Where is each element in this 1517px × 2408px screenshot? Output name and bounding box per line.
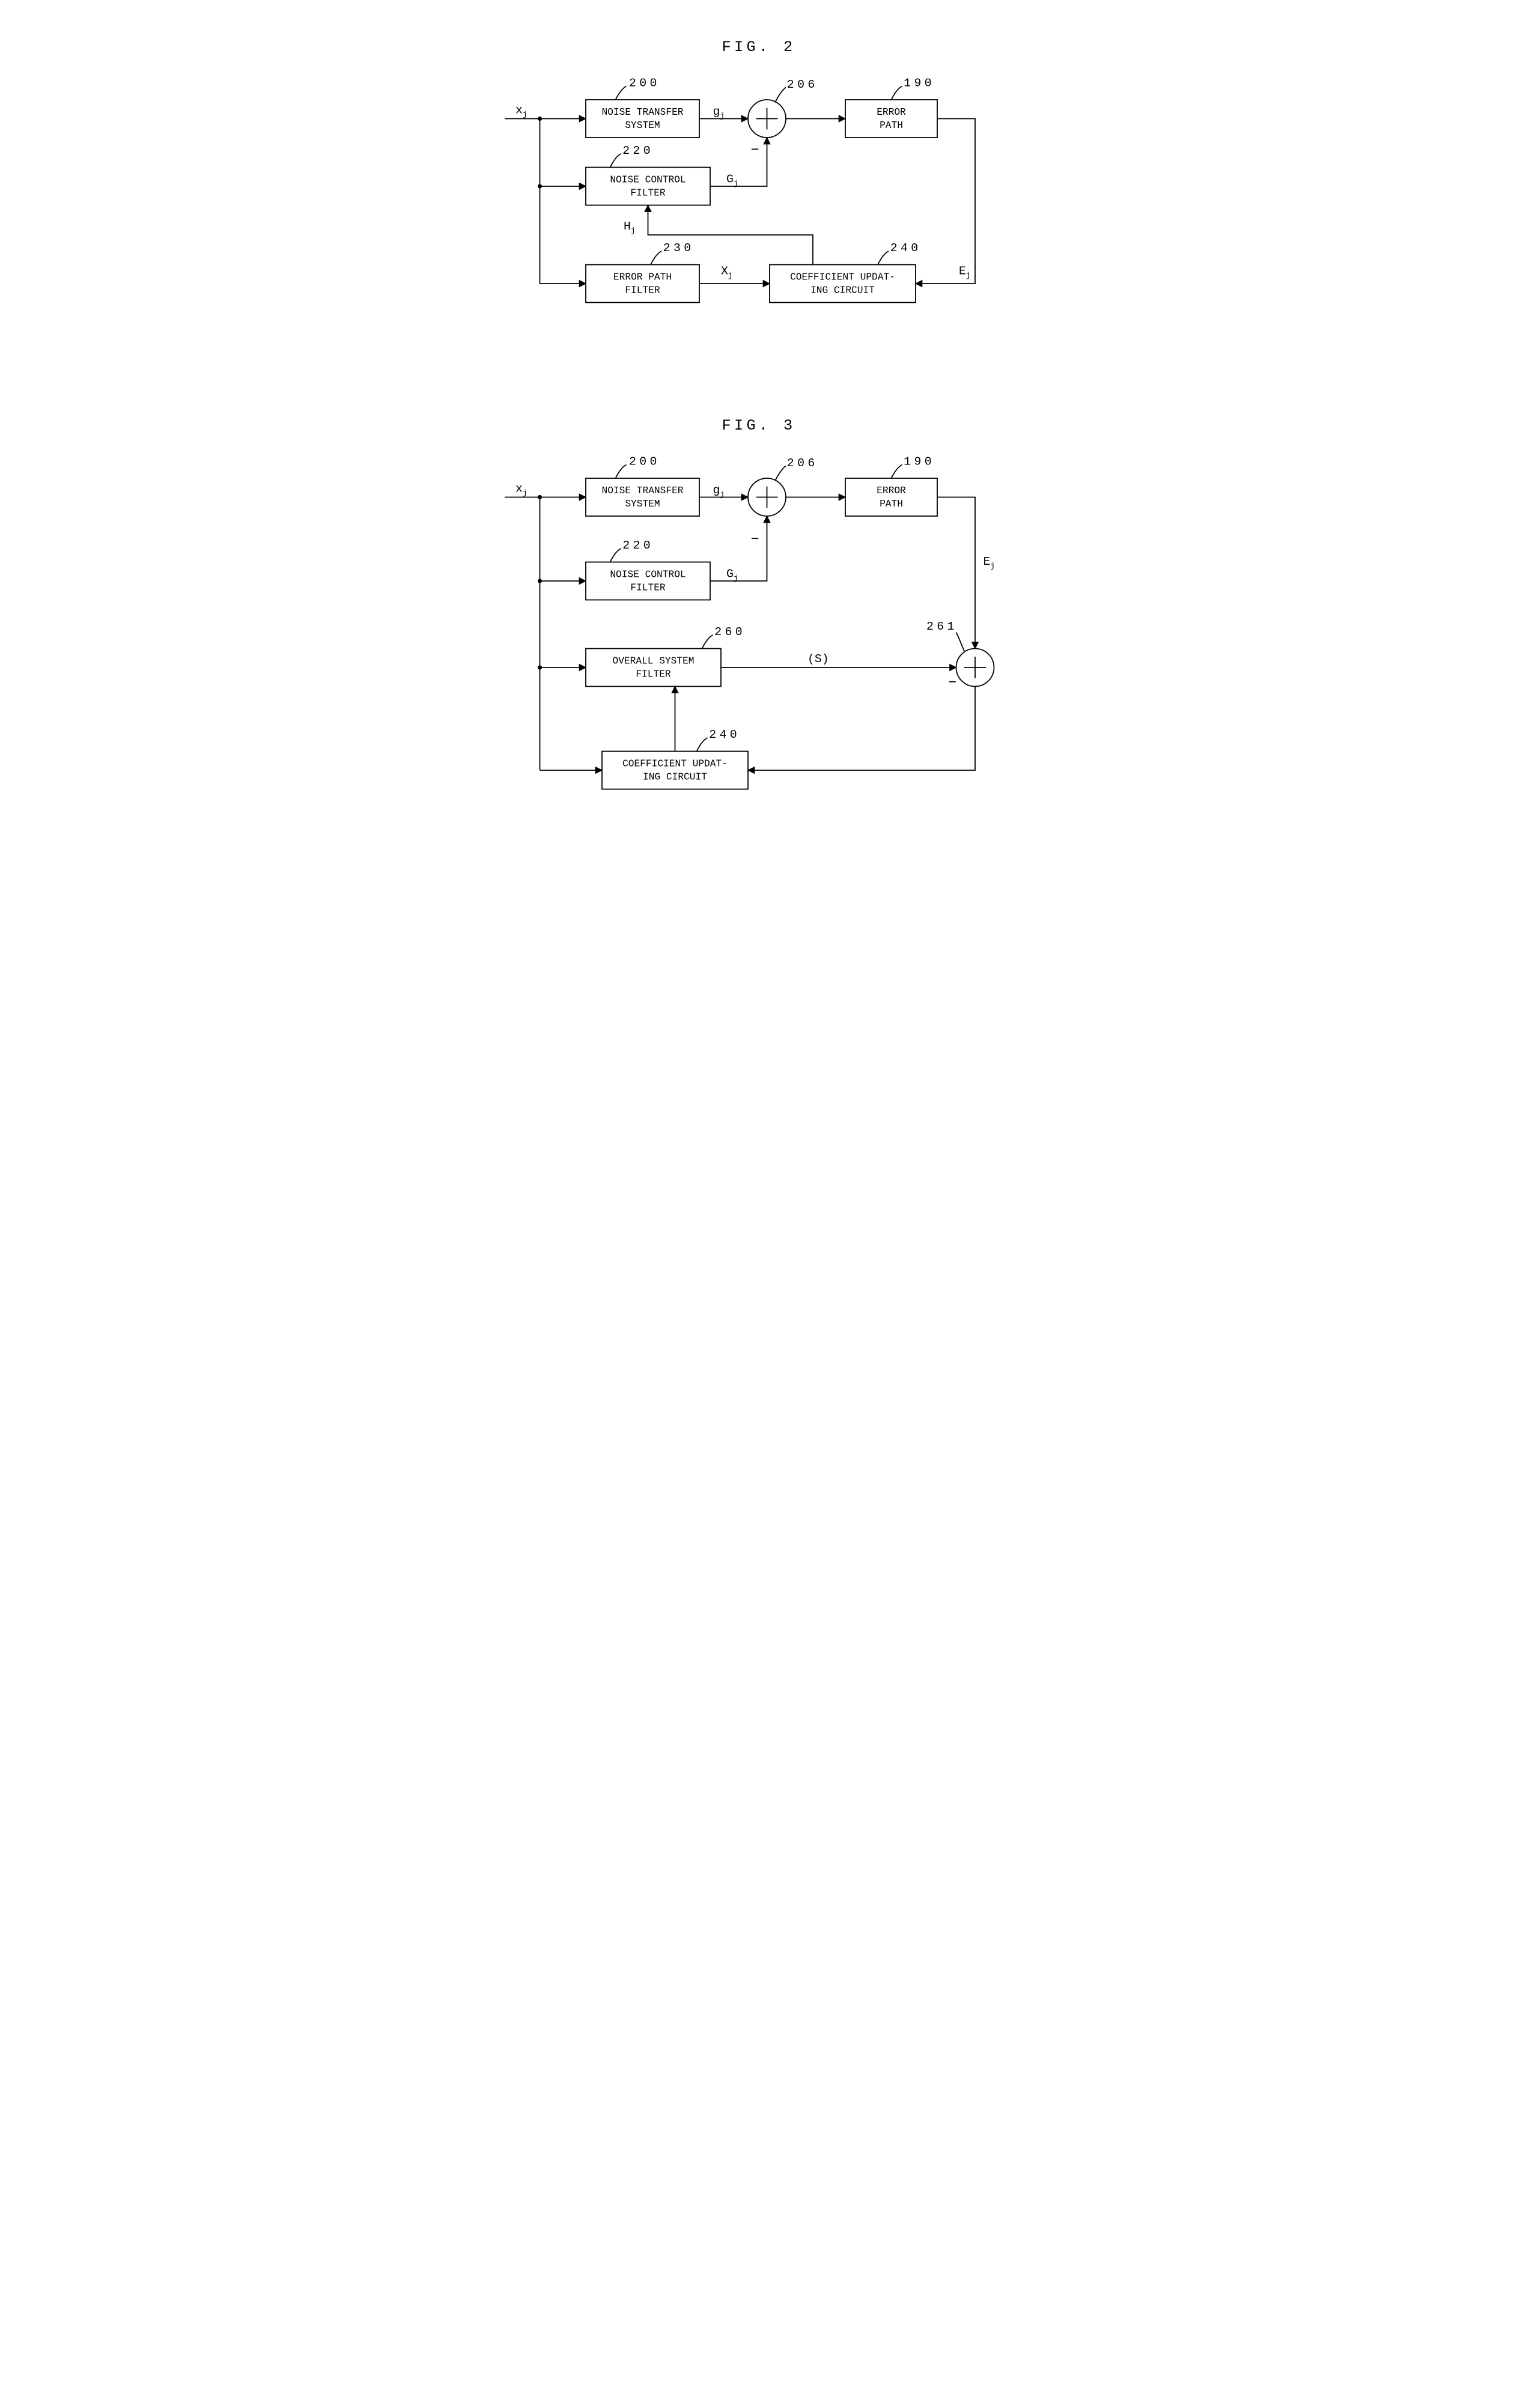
svg-text:206: 206: [786, 78, 818, 91]
svg-text:ERROR PATH: ERROR PATH: [613, 272, 671, 283]
fig2-ref-leader-200: [615, 87, 626, 100]
svg-text:NOISE CONTROL: NOISE CONTROL: [610, 570, 686, 580]
svg-text:ERROR: ERROR: [877, 485, 906, 496]
svg-text:FILTER: FILTER: [630, 582, 666, 593]
fig2-sig-g: gj: [713, 105, 724, 120]
fig2-title: FIG. 2: [722, 38, 795, 56]
fig2-wire-cu-ncf: [648, 205, 813, 265]
fig2-sig-H: Hj: [624, 220, 635, 235]
fig3-sig-G: Gj: [726, 568, 738, 583]
svg-text:261: 261: [926, 620, 958, 633]
fig3-wire-ncf-sum: [710, 516, 767, 581]
fig3-sig-E: Ej: [983, 555, 994, 570]
fig3-block-overall-system: OVERALL SYSTEM FILTER 260: [586, 625, 746, 687]
svg-text:PATH: PATH: [880, 499, 903, 509]
fig2-block-error-path-filter: ERROR PATH FILTER 230: [586, 242, 699, 303]
svg-text:FILTER: FILTER: [630, 187, 666, 198]
fig3-wire-sum2-cu: [748, 687, 975, 771]
fig2-sig-X: Xj: [721, 265, 732, 280]
svg-text:COEFFICIENT UPDAT-: COEFFICIENT UPDAT-: [622, 759, 728, 770]
fig3-block-error-path: ERROR PATH 190: [845, 455, 937, 517]
svg-text:190: 190: [904, 455, 935, 469]
fig3-title: FIG. 3: [722, 417, 795, 434]
fig2-block-noise-control: NOISE CONTROL FILTER 220: [586, 144, 710, 205]
fig2-minus: −: [750, 143, 759, 159]
svg-text:COEFFICIENT UPDAT-: COEFFICIENT UPDAT-: [790, 272, 895, 283]
svg-text:OVERALL SYSTEM: OVERALL SYSTEM: [612, 656, 694, 667]
fig2: FIG. 2 xj NOISE TRANSFER SYSTEM 200 gj: [505, 38, 975, 303]
svg-text:ING CIRCUIT: ING CIRCUIT: [810, 285, 875, 296]
fig2-sig-E: Ej: [959, 265, 970, 280]
svg-text:SYSTEM: SYSTEM: [625, 499, 660, 509]
svg-text:220: 220: [622, 144, 654, 157]
diagrams-canvas: FIG. 2 xj NOISE TRANSFER SYSTEM 200 gj: [488, 24, 1029, 889]
fig3-summer2: 261 −: [926, 620, 994, 692]
fig2-wire-ep-cu: [916, 119, 975, 284]
fig2-input-x: xj: [515, 104, 527, 119]
svg-text:SYSTEM: SYSTEM: [625, 120, 660, 131]
fig2-sig-G: Gj: [726, 173, 738, 188]
svg-text:FILTER: FILTER: [636, 669, 671, 680]
fig3-sig-S: (S): [807, 652, 829, 666]
fig3-sig-g: gj: [713, 484, 724, 499]
svg-text:200: 200: [629, 77, 660, 90]
svg-text:230: 230: [663, 242, 694, 255]
fig3-input-x: xj: [515, 482, 527, 497]
svg-text:206: 206: [786, 457, 818, 470]
svg-text:NOISE CONTROL: NOISE CONTROL: [610, 175, 686, 186]
fig3-minus1: −: [750, 532, 759, 548]
fig2-summer: 206: [748, 78, 818, 138]
svg-text:190: 190: [904, 77, 935, 90]
svg-text:NOISE TRANSFER: NOISE TRANSFER: [601, 107, 683, 118]
fig3: FIG. 3 xj NOISE TRANSFER SYSTEM 200 gj: [505, 417, 995, 789]
svg-text:ING CIRCUIT: ING CIRCUIT: [643, 771, 707, 782]
fig2-block-error-path: ERROR PATH 190: [845, 77, 937, 138]
svg-text:200: 200: [629, 455, 660, 469]
svg-text:PATH: PATH: [880, 120, 903, 131]
svg-text:240: 240: [709, 728, 740, 741]
svg-text:220: 220: [622, 539, 654, 552]
svg-text:ERROR: ERROR: [877, 107, 906, 118]
svg-text:260: 260: [714, 625, 746, 639]
fig2-block-coeff-update: COEFFICIENT UPDAT- ING CIRCUIT 240: [770, 242, 922, 303]
fig3-block-noise-transfer: NOISE TRANSFER SYSTEM 200: [586, 455, 699, 517]
fig2-block-noise-transfer: NOISE TRANSFER SYSTEM 200: [586, 77, 699, 138]
svg-text:NOISE TRANSFER: NOISE TRANSFER: [601, 485, 683, 496]
svg-text:FILTER: FILTER: [625, 285, 660, 296]
fig3-summer1: 206: [748, 457, 818, 516]
svg-text:240: 240: [890, 242, 921, 255]
fig3-block-noise-control: NOISE CONTROL FILTER 220: [586, 539, 710, 600]
fig3-minus2: −: [948, 676, 956, 692]
